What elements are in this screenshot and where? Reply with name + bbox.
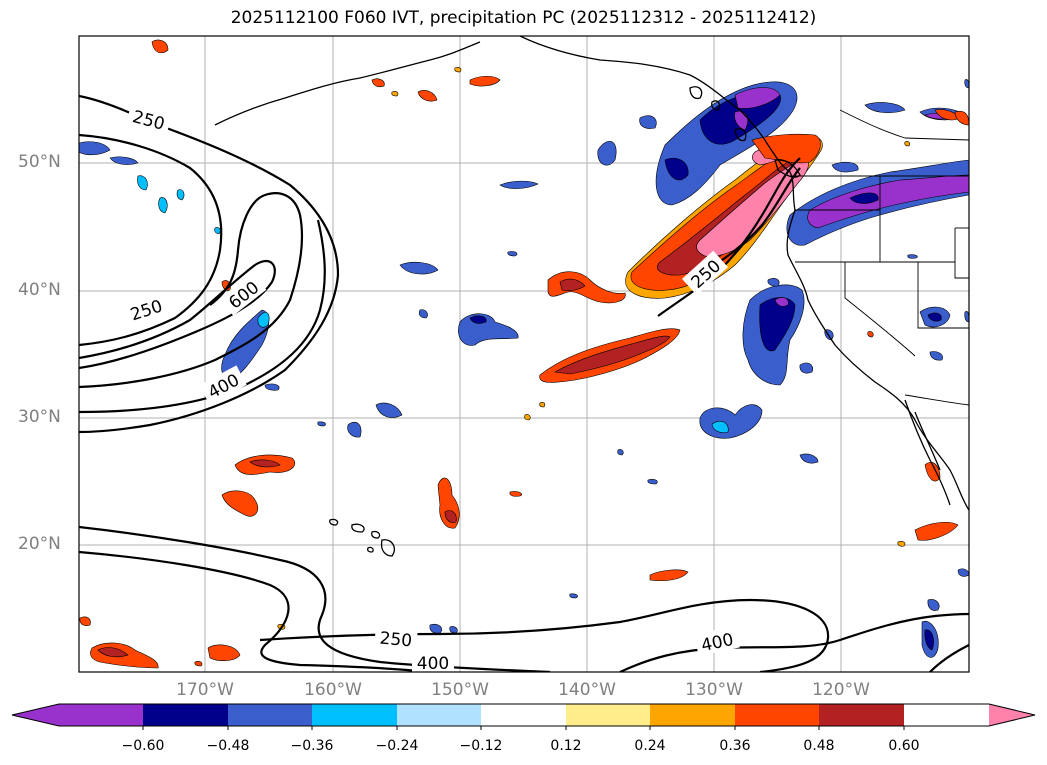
lon-label-160w: 160°W	[304, 680, 362, 700]
colorbar-tick: −0.60	[121, 738, 165, 754]
precip-positive-regions	[79, 39, 969, 669]
lon-label-140w: 140°W	[558, 680, 616, 700]
colorbar-segment	[735, 704, 819, 726]
map-background	[79, 36, 969, 672]
colorbar-segment	[481, 704, 566, 726]
precip-negative-regions	[79, 79, 969, 658]
colorbar-tick: 0.60	[888, 738, 920, 754]
lat-label-30n: 30°N	[18, 407, 61, 427]
lon-label-130w: 130°W	[685, 680, 743, 700]
colorbar-tick: −0.12	[459, 738, 503, 754]
colorbar-tick: −0.36	[290, 738, 334, 754]
contour-labels: 250 250 600 400 250 250 400 400	[122, 102, 740, 674]
political-borders	[790, 109, 969, 406]
coastlines	[214, 36, 969, 557]
contour-label-250-s: 250	[379, 629, 413, 652]
colorbar-extend-high	[989, 704, 1035, 726]
colorbar-segment	[228, 704, 312, 726]
colorbar-tick: 0.36	[719, 738, 751, 754]
colorbar	[11, 703, 1036, 730]
colorbar-tick: −0.48	[206, 738, 250, 754]
colorbar-segment	[59, 704, 143, 726]
lon-label-120w: 120°W	[812, 680, 870, 700]
colorbar-segment	[397, 704, 481, 726]
colorbar-segment	[566, 704, 650, 726]
map-frame	[78, 35, 970, 673]
colorbar-outline	[11, 703, 1036, 727]
contour-label-400-s: 400	[417, 654, 449, 674]
lon-label-150w: 150°W	[431, 680, 489, 700]
colorbar-segment	[819, 704, 904, 726]
colorbar-tick: 0.24	[634, 738, 666, 754]
plot-title: 2025112100 F060 IVT, precipitation PC (2…	[230, 8, 817, 28]
lat-label-20n: 20°N	[18, 534, 61, 554]
colorbar-segment	[650, 704, 735, 726]
colorbar-tick: −0.24	[375, 738, 419, 754]
colorbar-extend-low	[12, 704, 59, 726]
colorbar-tick: 0.48	[803, 738, 835, 754]
lat-label-40n: 40°N	[18, 280, 61, 300]
lon-label-170w: 170°W	[176, 680, 234, 700]
colorbar-segment	[143, 704, 228, 726]
colorbar-tick: 0.12	[550, 738, 582, 754]
lat-label-50n: 50°N	[18, 152, 61, 172]
colorbar-segment	[312, 704, 397, 726]
